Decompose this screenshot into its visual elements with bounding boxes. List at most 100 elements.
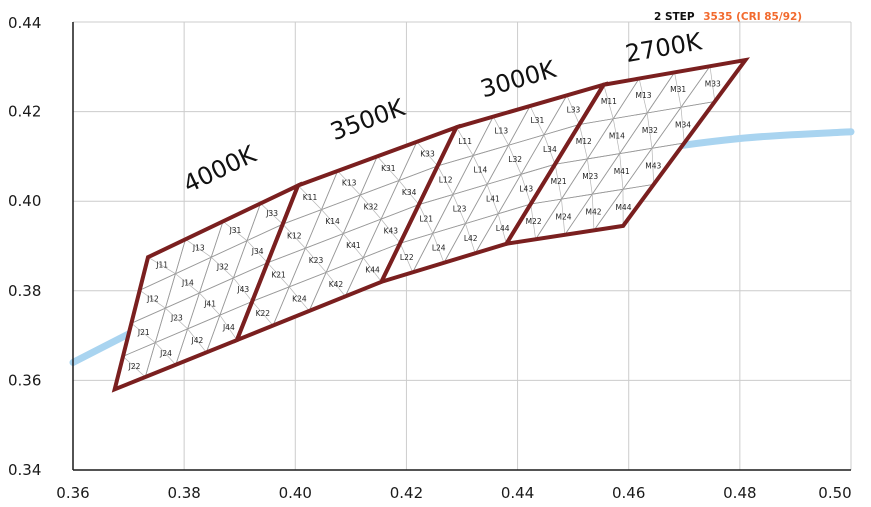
bin-label: L41 bbox=[486, 195, 500, 204]
header-code: 3535 (CRI 85/92) bbox=[703, 11, 802, 23]
bin-cell-diagonal bbox=[380, 218, 401, 244]
bin-cell-diagonal bbox=[251, 301, 274, 326]
cct-label: 2700K bbox=[623, 27, 705, 68]
bin-label: K41 bbox=[346, 241, 361, 250]
bin-cell-diagonal bbox=[139, 289, 166, 309]
header-label: 2 STEP bbox=[654, 11, 695, 23]
bin-cell-diagonal bbox=[612, 118, 621, 154]
bin-cell-diagonal bbox=[497, 213, 507, 244]
bin-label: K44 bbox=[365, 265, 380, 274]
bin-cell-diagonal bbox=[219, 314, 238, 341]
bin-label: L12 bbox=[439, 176, 453, 185]
bin-label: K42 bbox=[329, 280, 344, 289]
bin-cell-diagonal bbox=[638, 78, 648, 114]
bin-cell-diagonal bbox=[175, 273, 200, 294]
x-tick-label: 0.40 bbox=[279, 484, 312, 502]
bin-label: M32 bbox=[642, 126, 658, 135]
bin-cell-diagonal bbox=[131, 323, 156, 343]
bin-label: M12 bbox=[576, 137, 592, 146]
bin-cell-diagonal bbox=[472, 155, 488, 185]
bin-cell-diagonal bbox=[165, 307, 188, 330]
bin-cell-diagonal bbox=[337, 170, 361, 196]
bin-label: M42 bbox=[585, 208, 601, 217]
bin-cell-diagonal bbox=[603, 84, 614, 119]
bin-cell-diagonal bbox=[187, 328, 207, 353]
bin-cell-diagonal bbox=[398, 180, 420, 205]
bin-label: M21 bbox=[551, 177, 567, 186]
bin-cell-diagonal bbox=[342, 233, 364, 258]
bin-label: J21 bbox=[137, 328, 150, 337]
bin-label: M24 bbox=[556, 212, 572, 221]
bin-cell-diagonal bbox=[508, 145, 522, 175]
chart-header: 2 STEP 3535 (CRI 85/92) bbox=[654, 11, 802, 23]
cct-label: 3000K bbox=[477, 55, 560, 104]
bin-label: J32 bbox=[216, 263, 229, 272]
tick-labels: 0.36 0.38 0.40 0.42 0.44 0.46 0.48 0.50 0.34 0.36… bbox=[8, 14, 852, 502]
bin-cell-diagonal bbox=[619, 153, 624, 190]
bin-label: M13 bbox=[636, 91, 652, 100]
bin-cell-diagonal bbox=[566, 95, 580, 125]
bin-cell-diagonal bbox=[376, 156, 400, 181]
bin-cell-diagonal bbox=[321, 209, 344, 234]
y-tick-label: 0.34 bbox=[8, 461, 41, 479]
bin-region-fill bbox=[506, 60, 746, 244]
bin-cell-diagonal bbox=[210, 256, 234, 279]
bin-label: K33 bbox=[420, 149, 435, 158]
bin-cell-diagonal bbox=[260, 203, 284, 225]
x-tick-label: 0.44 bbox=[501, 484, 534, 502]
bin-label: M11 bbox=[601, 97, 617, 106]
cct-label: 4000K bbox=[179, 140, 262, 199]
cct-label: 3500K bbox=[327, 93, 410, 146]
bin-label: L44 bbox=[496, 224, 510, 233]
bin-cell-diagonal bbox=[267, 262, 290, 288]
x-tick-label: 0.38 bbox=[167, 484, 200, 502]
bin-cell-diagonal bbox=[437, 165, 454, 195]
bin-cell-diagonal bbox=[492, 116, 509, 146]
bin-cell-diagonal bbox=[486, 184, 499, 214]
bin-label: J24 bbox=[159, 349, 172, 358]
bin-label: L31 bbox=[531, 116, 545, 125]
bin-cell-diagonal bbox=[579, 124, 588, 159]
bin-cell-diagonal bbox=[155, 342, 177, 365]
y-tick-label: 0.42 bbox=[8, 103, 41, 121]
bin-label: K13 bbox=[342, 179, 357, 188]
bin-cell-diagonal bbox=[185, 238, 212, 258]
bin-label: J33 bbox=[265, 209, 278, 218]
bin-label: K14 bbox=[325, 217, 340, 226]
bin-label: M44 bbox=[615, 203, 631, 212]
x-tick-label: 0.46 bbox=[612, 484, 645, 502]
bin-label: K43 bbox=[384, 227, 399, 236]
bin-label: L43 bbox=[519, 185, 533, 194]
bin-cell-diagonal bbox=[246, 240, 268, 264]
x-tick-label: 0.36 bbox=[56, 484, 89, 502]
bin-cell-diagonal bbox=[651, 148, 655, 185]
bin-cell-diagonal bbox=[529, 105, 545, 135]
bin-label: L24 bbox=[432, 244, 446, 253]
bin-label: L33 bbox=[567, 105, 581, 114]
bin-cell-diagonal bbox=[305, 248, 327, 273]
bin-label: K24 bbox=[292, 294, 307, 303]
bin-cell-diagonal bbox=[530, 203, 536, 240]
bin-label: L21 bbox=[419, 214, 433, 223]
bin-label: J13 bbox=[192, 243, 205, 252]
bin-label: J23 bbox=[170, 314, 183, 323]
bin-cell-diagonal bbox=[222, 221, 248, 241]
bin-label: K34 bbox=[402, 188, 417, 197]
bin-label: J42 bbox=[191, 336, 204, 345]
bin-label: L23 bbox=[453, 204, 467, 213]
bin-label: K11 bbox=[303, 193, 318, 202]
bin-label: K21 bbox=[271, 270, 286, 279]
bin-cell-diagonal bbox=[520, 174, 532, 205]
bin-label: K23 bbox=[309, 256, 324, 265]
bin-cell-diagonal bbox=[452, 194, 466, 224]
bin-label: L14 bbox=[474, 165, 488, 174]
bin-label: L32 bbox=[508, 155, 522, 164]
bin-cell-diagonal bbox=[674, 72, 682, 108]
bin-label: L22 bbox=[400, 253, 414, 262]
x-tick-label: 0.50 bbox=[818, 484, 851, 502]
bin-cell-diagonal bbox=[122, 356, 146, 378]
bin-label: J14 bbox=[181, 279, 194, 288]
bin-label: J22 bbox=[128, 362, 141, 371]
bin-label: M34 bbox=[675, 121, 691, 130]
